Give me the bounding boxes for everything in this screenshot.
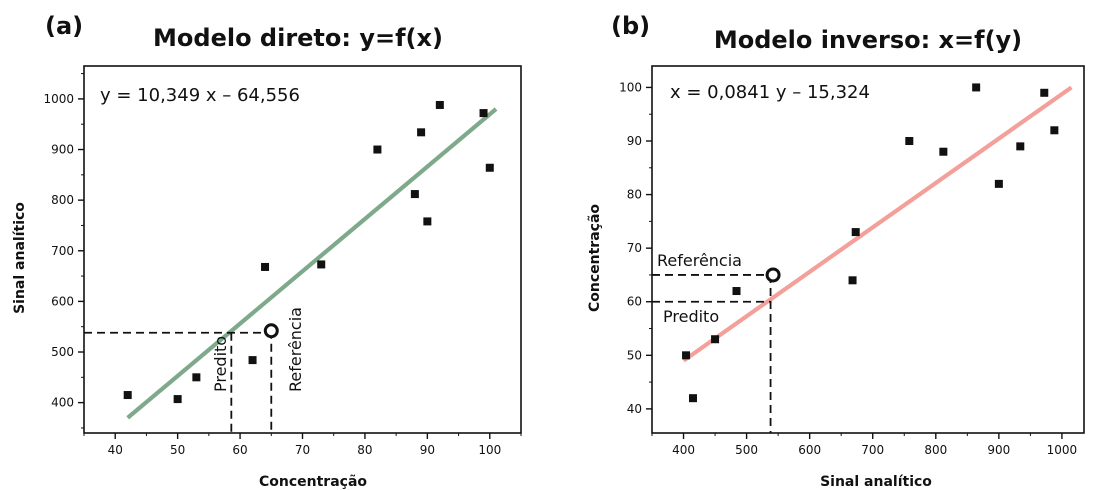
panel-a-data-point <box>192 373 201 382</box>
panel-b-data-point <box>972 83 981 92</box>
panel-b-y-tick-label: 60 <box>627 295 642 309</box>
panel-b-x-tick-label: 1000 <box>1047 443 1078 457</box>
panel-a-data-point <box>123 391 132 400</box>
panel-a-x-tick-label: 90 <box>420 443 435 457</box>
panel-a-y-tick-label: 400 <box>51 396 74 410</box>
panel-b-y-tick-label: 70 <box>627 241 642 255</box>
panel-b-x-tick-label: 400 <box>672 443 695 457</box>
panel-a-fit-line <box>126 107 498 420</box>
panel-a-y-tick-label: 600 <box>51 294 74 308</box>
panel-b-fit-line <box>682 85 1073 363</box>
panel-a-x-tick-label: 100 <box>478 443 501 457</box>
panel-a-y-tick-label: 800 <box>51 193 74 207</box>
panel-b-reference-label: Referência <box>657 251 742 270</box>
panel-b-data-point <box>851 228 860 237</box>
panel-a-predicted-label: Predito <box>211 336 230 392</box>
panel-b-reference-point <box>765 267 781 283</box>
panel-b-y-axis-title: Concentração <box>587 204 603 312</box>
panel-b-data-point <box>732 287 741 296</box>
panel-a-x-axis-title: Concentração <box>259 474 367 490</box>
panel-a-letter: (a) <box>45 12 83 40</box>
panel-b-letter: (b) <box>611 12 650 40</box>
panel-b-y-tick-label: 80 <box>627 188 642 202</box>
panel-a-data-point <box>248 356 257 365</box>
panel-b-y-tick-label: 40 <box>627 402 642 416</box>
panel-b-data-point <box>905 137 914 146</box>
panel-a-x-tick-label: 70 <box>295 443 310 457</box>
panel-a: (a) Modelo direto: y=f(x) y = 10,349 x –… <box>12 12 522 490</box>
panel-a-x-tick-label: 50 <box>170 443 185 457</box>
panel-b-data-point <box>848 276 857 285</box>
panel-b-data-point <box>682 351 691 360</box>
panel-b-equation: x = 0,0841 y – 15,324 <box>670 82 870 103</box>
panel-b-x-tick-label: 900 <box>987 443 1010 457</box>
panel-b-predicted-label: Predito <box>663 307 719 326</box>
panel-b-data-point <box>1040 88 1049 97</box>
panel-a-data-point <box>373 145 382 154</box>
panel-a-x-tick-label: 80 <box>357 443 372 457</box>
panel-b-x-tick-label: 700 <box>861 443 884 457</box>
panel-a-y-tick-label: 700 <box>51 244 74 258</box>
panel-b-data-point <box>688 394 697 403</box>
panel-a-y-tick-label: 900 <box>51 143 74 157</box>
panel-b-x-tick-label: 600 <box>798 443 821 457</box>
panel-b-data-point <box>994 179 1003 188</box>
panel-a-y-axis-title: Sinal analítico <box>12 202 28 314</box>
panel-b-plot-frame <box>651 65 1085 434</box>
panel-b-data-point <box>939 147 948 156</box>
panel-a-reference-label: Referência <box>286 307 305 392</box>
panel-b-title: Modelo inverso: x=f(y) <box>714 26 1022 54</box>
panel-a-data-point <box>261 262 270 271</box>
panel-a-y-tick-label: 500 <box>51 345 74 359</box>
panel-a-data-point <box>410 190 419 199</box>
panel-b: (b) Modelo inverso: x=f(y) x = 0,0841 y … <box>587 12 1085 490</box>
panel-a-title: Modelo direto: y=f(x) <box>153 24 443 52</box>
panel-a-data-point <box>417 128 426 137</box>
panel-a-x-tick-label: 40 <box>108 443 123 457</box>
panel-b-data-point <box>1016 142 1025 151</box>
panel-b-x-tick-label: 800 <box>924 443 947 457</box>
panel-b-y-tick-label: 50 <box>627 348 642 362</box>
panel-a-x-tick-label: 60 <box>232 443 247 457</box>
panel-a-data-point <box>423 217 432 226</box>
panel-a-data-point <box>435 100 444 109</box>
panel-a-y-tick-label: 1000 <box>43 92 74 106</box>
panel-a-data-point <box>485 163 494 172</box>
panel-a-data-point <box>317 260 326 269</box>
panel-a-data-point <box>479 109 488 118</box>
panel-b-y-tick-label: 90 <box>627 134 642 148</box>
panel-b-y-tick-label: 100 <box>619 80 642 94</box>
panel-b-data-point <box>711 335 720 344</box>
panel-b-data-point <box>1050 126 1059 135</box>
panel-b-x-tick-label: 500 <box>735 443 758 457</box>
panel-a-data-point <box>173 395 182 404</box>
panel-a-equation: y = 10,349 x – 64,556 <box>100 85 300 106</box>
panel-a-reference-point <box>263 323 279 339</box>
panel-b-x-axis-title: Sinal analítico <box>820 474 932 490</box>
